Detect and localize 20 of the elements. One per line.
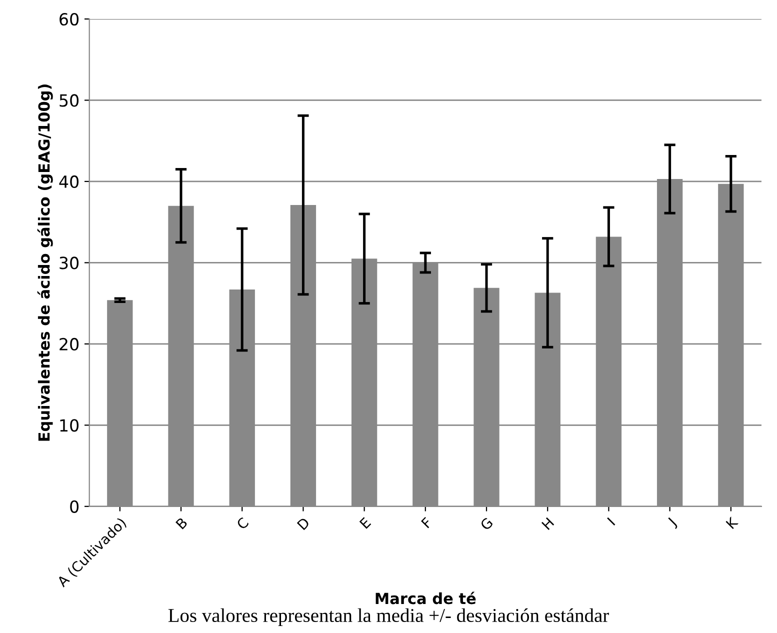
x-tick-label: H [541,517,554,530]
y-tick-label: 10 [60,419,79,432]
x-tick-label: F [421,516,432,528]
text: Los valores representan la media +/- desviación estándar [168,608,609,626]
y-axis-title: Equivalentes de ácido gálico (gEAG/100g) [37,84,53,441]
y-tick-label: 40 [59,175,79,188]
y-tick-label: 20 [60,338,79,350]
y-tick-label: 60 [60,12,79,26]
y-tick-label: 30 [60,256,79,270]
x-tick-label: D [296,517,310,530]
y-tick-label: 50 [60,94,79,107]
y-tick-label: 0 [70,500,79,513]
x-tick-label: G [480,517,494,531]
x-tick-label: J [666,517,678,529]
x-tick-label: C [236,516,250,530]
x-tick-label: B [176,517,188,530]
x-tick-label: K [726,516,739,530]
x-axis-title: Marca de té [376,592,476,604]
x-tick-label: E [359,517,372,529]
x-tick-label: I [607,517,616,526]
